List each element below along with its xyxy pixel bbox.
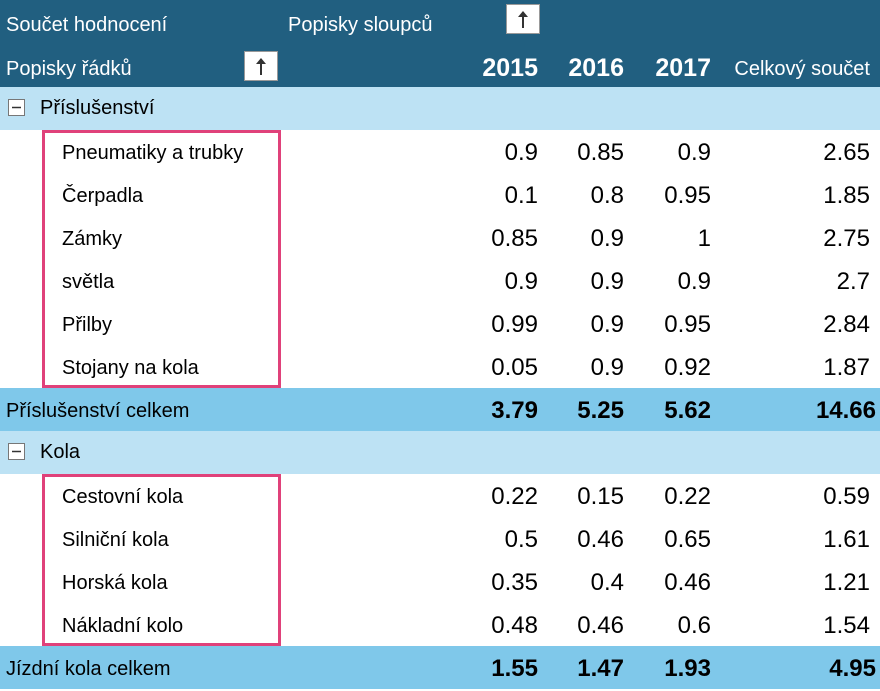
cell-value: 0.5	[504, 526, 538, 553]
item-label: Nákladní kolo	[62, 615, 184, 637]
cell-value: 0.05	[491, 354, 538, 381]
cell-value: 1.21	[823, 569, 870, 596]
total-value: 1.47	[577, 655, 624, 682]
cell-value: 0.99	[491, 311, 538, 338]
total-label: Jízdní kola celkem	[6, 658, 171, 680]
row-filter-button[interactable]	[244, 51, 278, 81]
cell-value: 0.35	[491, 569, 538, 596]
cell-value: 2.65	[823, 139, 870, 166]
cell-value: 1.87	[823, 354, 870, 381]
item-label: Horská kola	[62, 572, 168, 594]
cell-value: 0.9	[590, 268, 624, 295]
cell-value: 0.46	[664, 569, 711, 596]
column-header: 2016	[568, 54, 624, 82]
cell-value: 0.9	[677, 139, 711, 166]
item-label: Pneumatiky a trubky	[62, 142, 244, 164]
cell-value: 0.85	[491, 225, 538, 252]
item-label: Čerpadla	[62, 185, 144, 207]
cell-value: 0.9	[590, 311, 624, 338]
total-value: 4.95	[829, 655, 876, 682]
cell-value: 0.9	[590, 225, 624, 252]
cell-value: 0.85	[577, 139, 624, 166]
item-label: světla	[62, 271, 115, 293]
highlight-box	[42, 474, 281, 646]
cell-value: 0.8	[590, 182, 624, 209]
cell-value: 0.59	[823, 483, 870, 510]
collapse-button[interactable]	[8, 443, 25, 460]
column-labels: Popisky sloupců	[288, 14, 433, 36]
cell-value: 0.46	[577, 526, 624, 553]
total-row	[0, 388, 880, 431]
group-row	[0, 87, 880, 130]
cell-value: 0.9	[504, 268, 538, 295]
total-row	[0, 646, 880, 689]
cell-value: 1.54	[823, 612, 870, 639]
cell-value: 1.85	[823, 182, 870, 209]
cell-value: 1	[697, 225, 711, 252]
cell-value: 0.4	[590, 569, 624, 596]
collapse-button[interactable]	[8, 99, 25, 116]
value-label: Součet hodnocení	[6, 14, 168, 36]
group-row	[0, 431, 880, 474]
item-label: Zámky	[62, 228, 122, 250]
column-header: 2017	[655, 54, 711, 82]
total-value: 14.66	[815, 397, 876, 424]
column-header: Celkový součet	[734, 58, 870, 80]
column-filter-button[interactable]	[506, 4, 540, 34]
total-value: 5.62	[664, 397, 711, 424]
group-label: Kola	[40, 441, 81, 463]
cell-value: 2.75	[823, 225, 870, 252]
header-band	[0, 0, 880, 87]
cell-value: 0.48	[491, 612, 538, 639]
cell-value: 0.15	[577, 483, 624, 510]
cell-value: 0.1	[504, 182, 538, 209]
group-label: Příslušenství	[40, 97, 155, 119]
total-value: 1.93	[664, 655, 711, 682]
highlight-box	[42, 130, 281, 388]
cell-value: 2.84	[823, 311, 870, 338]
cell-value: 0.9	[590, 354, 624, 381]
cell-value: 0.65	[664, 526, 711, 553]
item-label: Stojany na kola	[62, 357, 199, 379]
total-value: 5.25	[577, 397, 624, 424]
cell-value: 0.22	[491, 483, 538, 510]
item-label: Cestovní kola	[62, 486, 184, 508]
cell-value: 1.61	[823, 526, 870, 553]
row-labels: Popisky řádků	[6, 58, 132, 80]
cell-value: 0.95	[664, 182, 711, 209]
cell-value: 2.7	[836, 268, 870, 295]
cell-value: 0.92	[664, 354, 711, 381]
item-label: Přilby	[62, 314, 113, 336]
total-value: 3.79	[491, 397, 538, 424]
column-header: 2015	[482, 54, 538, 82]
cell-value: 0.46	[577, 612, 624, 639]
cell-value: 0.9	[504, 139, 538, 166]
cell-value: 0.95	[664, 311, 711, 338]
total-value: 1.55	[491, 655, 538, 682]
cell-value: 0.6	[677, 612, 711, 639]
cell-value: 0.22	[664, 483, 711, 510]
total-label: Příslušenství celkem	[6, 400, 190, 422]
item-label: Silniční kola	[62, 529, 169, 551]
cell-value: 0.9	[677, 268, 711, 295]
